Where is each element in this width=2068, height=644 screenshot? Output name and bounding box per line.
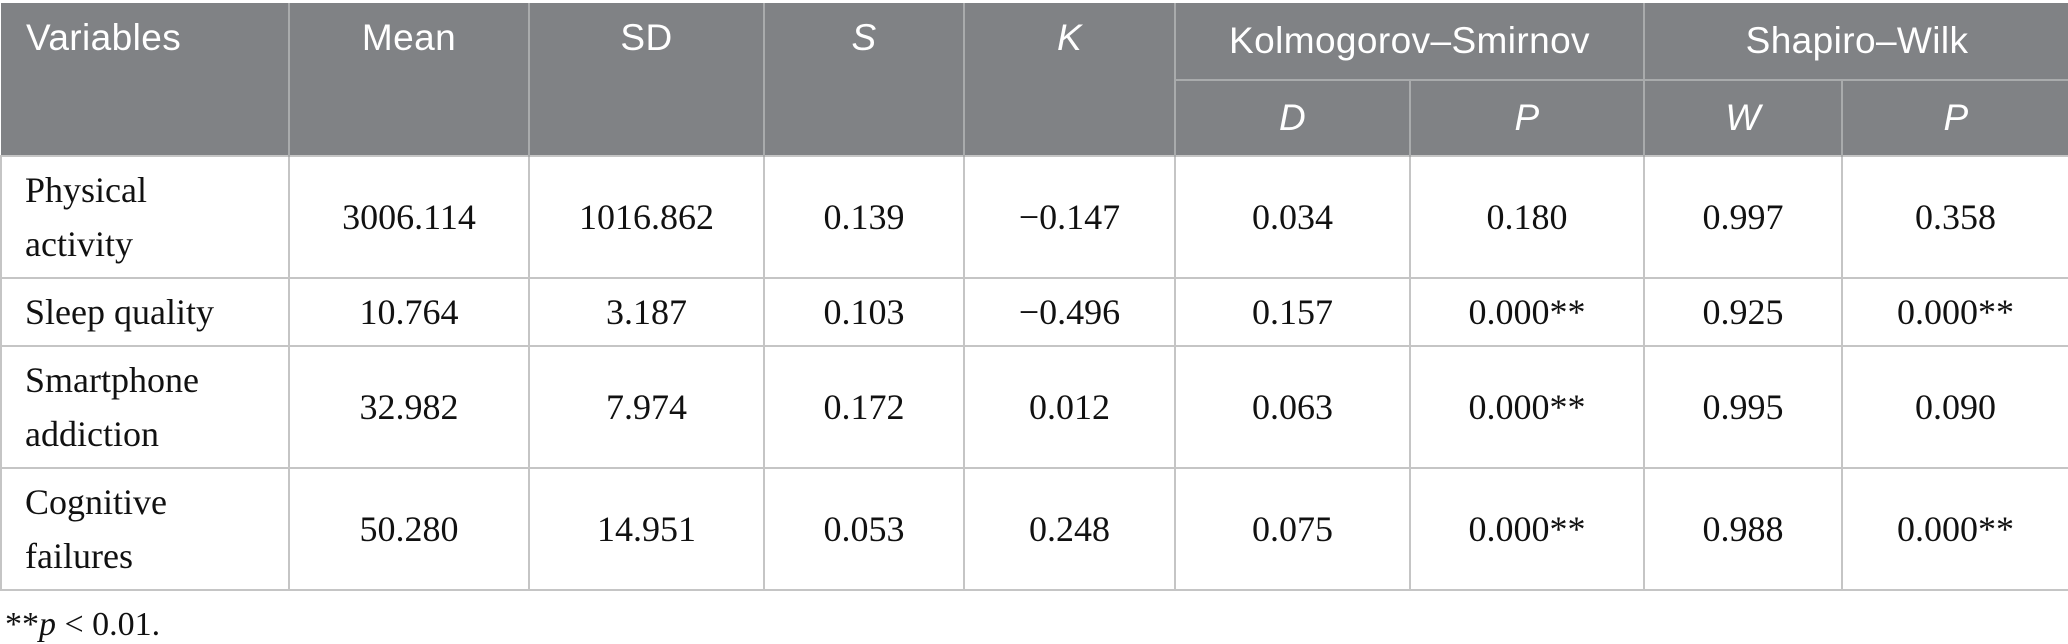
ks-p-cell: 0.000**: [1409, 277, 1645, 347]
variable-name-cell: Smartphone addiction: [0, 345, 290, 469]
ks-d-cell: 0.157: [1174, 277, 1411, 347]
variable-name-cell: Cognitive failures: [0, 467, 290, 591]
table-footnote: **p < 0.01.: [0, 606, 2068, 644]
sw-w-cell: 0.997: [1643, 155, 1843, 279]
col-header-sw-p: P: [1841, 79, 2068, 156]
table-figure: Variables Mean SD S K Kolmogorov–Smirnov…: [0, 3, 2068, 643]
sd-cell: 7.974: [528, 345, 765, 469]
ks-p-cell: 0.180: [1409, 155, 1645, 279]
skewness-cell: 0.172: [763, 345, 965, 469]
col-header-skewness: S: [763, 3, 964, 156]
sd-cell: 3.187: [528, 277, 765, 347]
mean-cell: 3006.114: [288, 155, 530, 279]
sw-w-cell: 0.925: [1643, 277, 1843, 347]
sw-w-cell: 0.995: [1643, 345, 1843, 469]
normality-test-table: Variables Mean SD S K Kolmogorov–Smirnov…: [0, 3, 2068, 591]
table-row-physical-activity: Physical activity 3006.114 1016.862 0.13…: [0, 155, 2068, 279]
col-header-sw-w: W: [1643, 79, 1842, 156]
mean-cell: 32.982: [288, 345, 530, 469]
header-row-subcolumns: D P W P: [1, 79, 2068, 156]
table-body: Physical activity 3006.114 1016.862 0.13…: [0, 155, 2068, 591]
mean-cell: 10.764: [288, 277, 530, 347]
footnote-significance-stars: **: [5, 606, 39, 643]
ks-d-cell: 0.063: [1174, 345, 1411, 469]
sw-p-cell: 0.090: [1841, 345, 2068, 469]
mean-cell: 50.280: [288, 467, 530, 591]
variable-name-cell: Physical activity: [0, 155, 290, 279]
footnote-threshold-text: < 0.01.: [56, 606, 161, 643]
sd-cell: 1016.862: [528, 155, 765, 279]
col-header-mean: Mean: [288, 3, 529, 156]
col-header-kurtosis: K: [963, 3, 1175, 156]
skewness-cell: 0.103: [763, 277, 965, 347]
footnote-p-symbol: p: [39, 606, 56, 643]
skewness-cell: 0.139: [763, 155, 965, 279]
col-group-shapiro-wilk: Shapiro–Wilk: [1643, 3, 2068, 81]
kurtosis-cell: −0.147: [963, 155, 1176, 279]
table-row-cognitive-failures: Cognitive failures 50.280 14.951 0.053 0…: [0, 467, 2068, 591]
sw-p-cell: 0.358: [1841, 155, 2068, 279]
col-header-sd: SD: [528, 3, 764, 156]
sw-w-cell: 0.988: [1643, 467, 1843, 591]
kurtosis-cell: 0.012: [963, 345, 1176, 469]
sw-p-cell: 0.000**: [1841, 277, 2068, 347]
col-group-kolmogorov-smirnov: Kolmogorov–Smirnov: [1174, 3, 1644, 81]
ks-p-cell: 0.000**: [1409, 467, 1645, 591]
header-row-groups: Variables Mean SD S K Kolmogorov–Smirnov…: [1, 3, 2068, 156]
ks-d-cell: 0.075: [1174, 467, 1411, 591]
col-header-ks-p: P: [1409, 79, 1644, 156]
table-row-sleep-quality: Sleep quality 10.764 3.187 0.103 −0.496 …: [0, 277, 2068, 347]
kurtosis-cell: 0.248: [963, 467, 1176, 591]
kurtosis-cell: −0.496: [963, 277, 1176, 347]
ks-p-cell: 0.000**: [1409, 345, 1645, 469]
sd-cell: 14.951: [528, 467, 765, 591]
col-header-ks-d: D: [1174, 79, 1410, 156]
col-header-variables: Variables: [1, 3, 289, 156]
skewness-cell: 0.053: [763, 467, 965, 591]
table-header: Variables Mean SD S K Kolmogorov–Smirnov…: [1, 3, 2068, 156]
sw-p-cell: 0.000**: [1841, 467, 2068, 591]
variable-name-cell: Sleep quality: [0, 277, 290, 347]
table-row-smartphone-addiction: Smartphone addiction 32.982 7.974 0.172 …: [0, 345, 2068, 469]
ks-d-cell: 0.034: [1174, 155, 1411, 279]
